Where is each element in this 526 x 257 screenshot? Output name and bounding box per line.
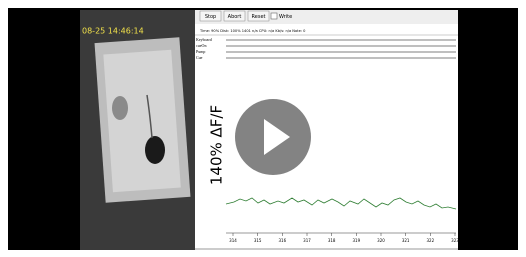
play-button[interactable] [235, 99, 311, 175]
x-tick-label: 319 [353, 238, 361, 243]
x-tick-label: 318 [328, 238, 336, 243]
channel-label: Keyboard [196, 37, 212, 42]
status-bar [195, 248, 458, 250]
checkbox-label: Write [279, 14, 292, 20]
button-label: Reset [252, 14, 266, 20]
status-line: Time: 90% Disk: 100% 1401 n/a CPU: n/a K… [199, 29, 306, 33]
button-label: Stop [205, 14, 216, 20]
channel-label: Cue [196, 55, 203, 60]
mouse [145, 136, 165, 164]
checkbox[interactable] [271, 13, 277, 19]
button-label: Abort [228, 14, 242, 20]
video-player: 08-25 14:46:14 Stop Abort Reset Write Time… [0, 0, 526, 257]
x-tick-label: 320 [377, 238, 385, 243]
object [112, 96, 128, 120]
x-tick-label: 317 [303, 238, 311, 243]
x-tick-label: 315 [254, 238, 262, 243]
channel-label: cueOn [196, 43, 206, 48]
x-tick-label: 323 [451, 238, 459, 243]
channel-label: Pump [196, 49, 205, 54]
x-tick-label: 316 [279, 238, 287, 243]
x-tick-label: 321 [402, 238, 410, 243]
x-tick-label: 314 [229, 238, 237, 243]
timestamp: 08-25 14:46:14 [82, 27, 144, 36]
arena-inner [103, 50, 180, 192]
y-axis-label: 140% ΔF/F [208, 105, 226, 185]
x-tick-label: 322 [427, 238, 435, 243]
